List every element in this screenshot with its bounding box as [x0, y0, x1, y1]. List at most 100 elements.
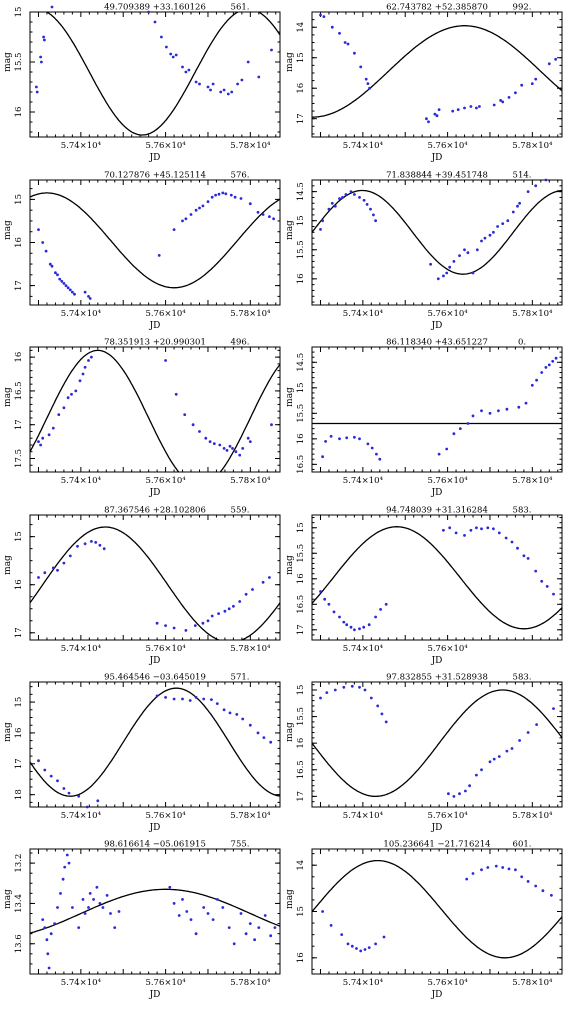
x-axis-label: JD [431, 153, 443, 163]
data-point [202, 697, 206, 701]
data-point [437, 452, 441, 456]
data-point [522, 554, 526, 558]
data-point [189, 213, 193, 216]
chart-panel-12: 105.236641 −21.716214 601. 5.74×10⁴ 5.76×10… [285, 840, 563, 1000]
data-point [270, 48, 273, 52]
data-point [370, 446, 374, 450]
data-point [56, 568, 59, 572]
chart-title: 94.748039 +31.316284 [386, 506, 488, 516]
data-point [514, 868, 517, 872]
data-point [59, 892, 62, 895]
y-tick-label: 13.4 [14, 894, 24, 913]
x-axis-label: JD [149, 153, 161, 163]
x-tick-label: 5.78×10⁴ [512, 811, 553, 821]
data-point [51, 426, 55, 430]
data-point [51, 566, 55, 570]
data-point [486, 866, 490, 869]
data-point [475, 106, 478, 110]
x-tick-label: 5.76×10⁴ [145, 978, 186, 988]
y-tick-label: 16 [14, 728, 24, 739]
plot-frame [29, 681, 281, 808]
data-point [172, 902, 176, 905]
data-point [37, 440, 40, 443]
data-point [340, 933, 344, 936]
data-point [263, 914, 267, 917]
x-tick-label: 5.78×10⁴ [230, 309, 271, 319]
data-point [217, 192, 221, 196]
data-point [554, 57, 557, 61]
point-count: 559. [231, 506, 250, 516]
data-point [429, 262, 432, 266]
data-point [165, 45, 168, 49]
data-point [172, 626, 176, 630]
data-point [222, 88, 226, 92]
data-point [244, 592, 248, 596]
chart-title: 105.236641 −21.716214 [383, 840, 490, 850]
data-point [256, 210, 260, 214]
data-point [43, 38, 46, 42]
data-point [56, 779, 59, 783]
x-tick-label: 5.76×10⁴ [427, 811, 468, 821]
data-point [545, 585, 549, 588]
data-point [475, 248, 479, 252]
data-point [109, 912, 112, 915]
y-axis-label: mag [285, 220, 295, 240]
data-point [471, 414, 475, 418]
data-point [358, 196, 361, 199]
data-point [117, 910, 121, 913]
data-point [241, 717, 245, 721]
data-point [81, 372, 85, 376]
y-tick-label: 17 [14, 280, 24, 291]
data-point [164, 696, 168, 699]
data-point [382, 935, 386, 939]
y-tick-label: 16 [14, 107, 24, 118]
data-point [342, 685, 346, 689]
data-point [358, 437, 361, 441]
point-count: 755. [231, 840, 250, 850]
data-point [73, 292, 76, 296]
data-point [77, 794, 81, 798]
data-point [194, 932, 198, 936]
data-point [92, 898, 95, 901]
data-point [452, 432, 456, 436]
data-point [551, 359, 555, 363]
data-point [338, 437, 341, 441]
y-tick-label: 15 [296, 906, 306, 917]
data-point [353, 51, 356, 55]
x-tick-label: 5.76×10⁴ [145, 811, 186, 821]
data-point [273, 926, 277, 929]
y-tick-label: 16 [296, 83, 306, 94]
data-point [231, 447, 234, 450]
data-point [44, 249, 48, 253]
x-tick-label: 5.74×10⁴ [343, 476, 384, 486]
data-point [554, 356, 558, 360]
data-point [47, 433, 51, 437]
data-point [43, 926, 47, 929]
data-point [520, 83, 524, 87]
data-point [355, 947, 358, 950]
fit-curve [312, 189, 562, 275]
data-point [270, 423, 273, 427]
data-point [268, 215, 271, 219]
data-point [54, 271, 57, 275]
point-count: 561. [231, 3, 250, 13]
data-point [448, 526, 452, 530]
data-point [547, 363, 551, 367]
data-point [239, 912, 243, 915]
data-point [232, 942, 236, 946]
data-point [41, 918, 45, 921]
y-tick-label: 15 [296, 215, 306, 226]
data-point [367, 946, 371, 949]
data-point [363, 948, 367, 951]
data-point [208, 440, 212, 443]
data-point [447, 792, 450, 796]
data-point [219, 90, 223, 94]
data-point [369, 207, 372, 211]
data-point [63, 865, 67, 869]
data-point [333, 688, 337, 692]
data-point [366, 82, 370, 85]
data-point [41, 436, 45, 440]
data-point [501, 222, 505, 226]
data-point [384, 720, 388, 724]
